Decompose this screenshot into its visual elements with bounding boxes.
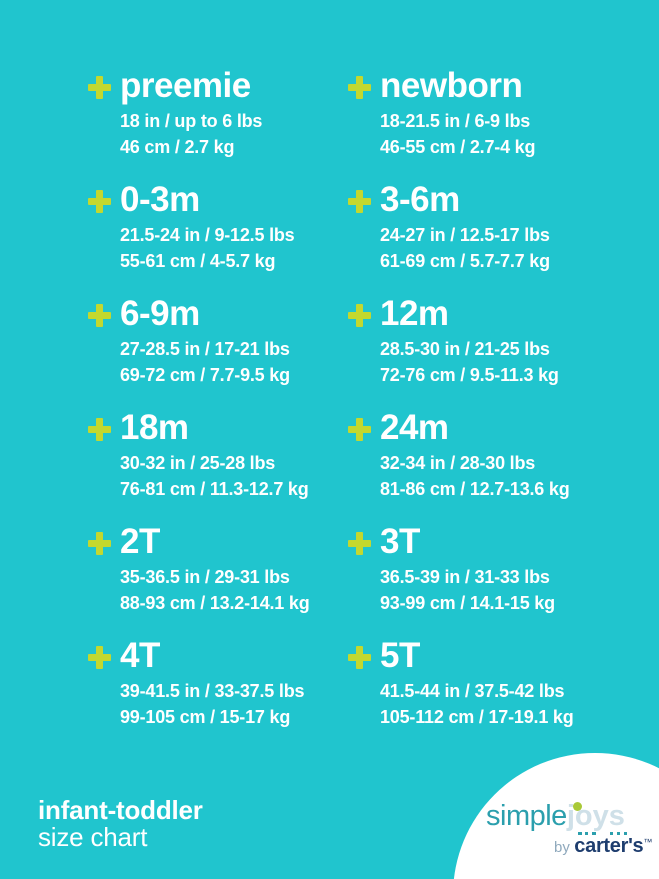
size-entry-header: 0-3m [88,180,348,220]
size-grid: preemie 18 in / up to 6 lbs 46 cm / 2.7 … [88,66,648,750]
size-entry-18m: 18m 30-32 in / 25-28 lbs 76-81 cm / 11.3… [88,408,348,522]
size-imperial: 24-27 in / 12.5-17 lbs [380,225,550,245]
size-label: 5T [380,636,420,675]
size-details: 27-28.5 in / 17-21 lbs 69-72 cm / 7.7-9.… [120,336,348,388]
chart-title: infant-toddler size chart [38,797,203,851]
size-metric: 105-112 cm / 17-19.1 kg [380,707,574,727]
size-imperial: 39-41.5 in / 33-37.5 lbs [120,681,305,701]
size-label: newborn [380,66,523,105]
size-metric: 99-105 cm / 15-17 kg [120,707,291,727]
size-metric: 61-69 cm / 5.7-7.7 kg [380,251,550,271]
logo-word-simple: simple [486,800,567,832]
size-metric: 55-61 cm / 4-5.7 kg [120,251,276,271]
plus-icon [88,76,111,99]
size-details: 36.5-39 in / 31-33 lbs 93-99 cm / 14.1-1… [380,564,648,616]
size-label: preemie [120,66,251,105]
size-entry-0-3m: 0-3m 21.5-24 in / 9-12.5 lbs 55-61 cm / … [88,180,348,294]
chart-title-line2: size chart [38,822,148,852]
plus-icon [348,76,371,99]
size-metric: 72-76 cm / 9.5-11.3 kg [380,365,559,385]
size-label: 3T [380,522,420,561]
logo-dotted-underline-2 [610,832,627,835]
size-entry-header: 3-6m [348,180,648,220]
size-details: 39-41.5 in / 33-37.5 lbs 99-105 cm / 15-… [120,678,348,730]
size-entry-24m: 24m 32-34 in / 28-30 lbs 81-86 cm / 12.7… [348,408,648,522]
size-entry-newborn: newborn 18-21.5 in / 6-9 lbs 46-55 cm / … [348,66,648,180]
plus-icon [348,190,371,213]
size-metric: 76-81 cm / 11.3-12.7 kg [120,479,309,499]
size-imperial: 41.5-44 in / 37.5-42 lbs [380,681,565,701]
size-entry-3t: 3T 36.5-39 in / 31-33 lbs 93-99 cm / 14.… [348,522,648,636]
logo-by-word: by [554,839,570,856]
size-entry-header: 6-9m [88,294,348,334]
plus-icon [88,646,111,669]
logo-byline: by carter's™ [554,835,652,858]
size-entry-4t: 4T 39-41.5 in / 33-37.5 lbs 99-105 cm / … [88,636,348,750]
size-label: 4T [120,636,160,675]
size-metric: 46 cm / 2.7 kg [120,137,235,157]
logo-brand-word: carter's [574,835,644,857]
size-details: 32-34 in / 28-30 lbs 81-86 cm / 12.7-13.… [380,450,648,502]
brand-logo: simplejoys by carter's™ [486,801,656,863]
size-imperial: 21.5-24 in / 9-12.5 lbs [120,225,295,245]
size-entry-header: 24m [348,408,648,448]
size-details: 18-21.5 in / 6-9 lbs 46-55 cm / 2.7-4 kg [380,108,648,160]
logo-dotted-underline-1 [578,832,596,835]
size-details: 24-27 in / 12.5-17 lbs 61-69 cm / 5.7-7.… [380,222,648,274]
size-entry-header: 2T [88,522,348,562]
size-imperial: 32-34 in / 28-30 lbs [380,453,536,473]
plus-icon [88,304,111,327]
size-details: 30-32 in / 25-28 lbs 76-81 cm / 11.3-12.… [120,450,348,502]
size-metric: 46-55 cm / 2.7-4 kg [380,137,536,157]
size-imperial: 35-36.5 in / 29-31 lbs [120,567,290,587]
size-metric: 81-86 cm / 12.7-13.6 kg [380,479,570,499]
plus-icon [88,532,111,555]
size-entry-header: 3T [348,522,648,562]
plus-icon [348,418,371,441]
size-entry-2t: 2T 35-36.5 in / 29-31 lbs 88-93 cm / 13.… [88,522,348,636]
logo-wordmark: simplejoys [486,801,656,831]
plus-icon [348,532,371,555]
trademark-symbol: ™ [643,837,653,847]
size-entry-header: 4T [88,636,348,676]
size-entry-header: 5T [348,636,648,676]
size-label: 3-6m [380,180,460,219]
size-entry-header: 18m [88,408,348,448]
size-imperial: 18 in / up to 6 lbs [120,111,263,131]
size-entry-header: preemie [88,66,348,106]
size-entry-preemie: preemie 18 in / up to 6 lbs 46 cm / 2.7 … [88,66,348,180]
size-details: 18 in / up to 6 lbs 46 cm / 2.7 kg [120,108,348,160]
size-label: 6-9m [120,294,200,333]
plus-icon [348,304,371,327]
size-entry-5t: 5T 41.5-44 in / 37.5-42 lbs 105-112 cm /… [348,636,648,750]
size-metric: 88-93 cm / 13.2-14.1 kg [120,593,310,613]
logo-j-dot-icon [573,802,582,811]
chart-title-line1: infant-toddler [38,795,203,825]
size-label: 24m [380,408,449,447]
size-label: 12m [380,294,449,333]
size-details: 35-36.5 in / 29-31 lbs 88-93 cm / 13.2-1… [120,564,348,616]
size-label: 2T [120,522,160,561]
size-entry-12m: 12m 28.5-30 in / 21-25 lbs 72-76 cm / 9.… [348,294,648,408]
size-details: 41.5-44 in / 37.5-42 lbs 105-112 cm / 17… [380,678,648,730]
size-imperial: 28.5-30 in / 21-25 lbs [380,339,550,359]
size-metric: 69-72 cm / 7.7-9.5 kg [120,365,290,385]
size-imperial: 18-21.5 in / 6-9 lbs [380,111,531,131]
size-label: 0-3m [120,180,200,219]
size-metric: 93-99 cm / 14.1-15 kg [380,593,555,613]
size-imperial: 36.5-39 in / 31-33 lbs [380,567,550,587]
size-entry-header: 12m [348,294,648,334]
size-entry-6-9m: 6-9m 27-28.5 in / 17-21 lbs 69-72 cm / 7… [88,294,348,408]
size-entry-header: newborn [348,66,648,106]
plus-icon [348,646,371,669]
size-label: 18m [120,408,189,447]
size-entry-3-6m: 3-6m 24-27 in / 12.5-17 lbs 61-69 cm / 5… [348,180,648,294]
plus-icon [88,190,111,213]
plus-icon [88,418,111,441]
size-imperial: 27-28.5 in / 17-21 lbs [120,339,290,359]
size-details: 28.5-30 in / 21-25 lbs 72-76 cm / 9.5-11… [380,336,648,388]
size-imperial: 30-32 in / 25-28 lbs [120,453,276,473]
size-details: 21.5-24 in / 9-12.5 lbs 55-61 cm / 4-5.7… [120,222,348,274]
